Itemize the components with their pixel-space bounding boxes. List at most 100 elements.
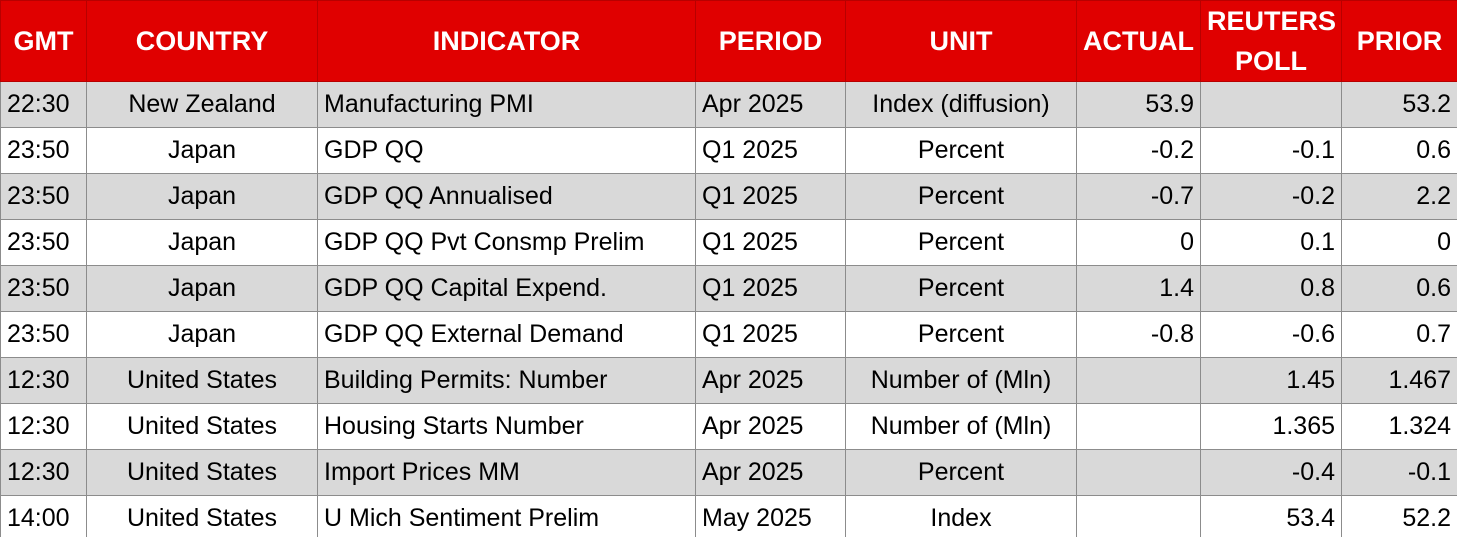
header-reuters-poll: REUTERS POLL: [1200, 0, 1342, 82]
header-gmt: GMT: [0, 0, 87, 82]
cell-actual: 53.9: [1076, 81, 1201, 128]
cell-actual: -0.8: [1076, 311, 1201, 358]
header-country: COUNTRY: [86, 0, 318, 82]
cell-gmt: 12:30: [0, 403, 87, 450]
cell-indicator: GDP QQ Capital Expend.: [317, 265, 696, 312]
table-row: 12:30 United States Housing Starts Number A…: [0, 403, 1457, 450]
cell-prior: 0.6: [1341, 265, 1457, 312]
cell-indicator: GDP QQ Pvt Consmp Prelim: [317, 219, 696, 266]
cell-reuters-poll: 1.45: [1200, 357, 1342, 404]
cell-prior: 52.2: [1341, 495, 1457, 537]
cell-unit: Percent: [845, 173, 1077, 220]
cell-unit: Percent: [845, 265, 1077, 312]
cell-gmt: 22:30: [0, 81, 87, 128]
cell-unit: Percent: [845, 219, 1077, 266]
header-unit: UNIT: [845, 0, 1077, 82]
cell-prior: 0.6: [1341, 127, 1457, 174]
cell-actual: -0.2: [1076, 127, 1201, 174]
cell-gmt: 12:30: [0, 449, 87, 496]
cell-prior: -0.1: [1341, 449, 1457, 496]
cell-actual: [1076, 495, 1201, 537]
cell-prior: 1.467: [1341, 357, 1457, 404]
cell-period: May 2025: [695, 495, 846, 537]
cell-gmt: 23:50: [0, 219, 87, 266]
cell-indicator: Building Permits: Number: [317, 357, 696, 404]
table-row: 23:50 Japan GDP QQ Capital Expend. Q1 2025 P…: [0, 265, 1457, 312]
table-row: 23:50 Japan GDP QQ Q1 2025 Percent -0.2 -0.1 0.…: [0, 127, 1457, 174]
cell-reuters-poll: 53.4: [1200, 495, 1342, 537]
table-row: 22:30 New Zealand Manufacturing PMI Apr 202…: [0, 81, 1457, 128]
cell-period: Apr 2025: [695, 357, 846, 404]
table-row: 23:50 Japan GDP QQ External Demand Q1 2025 P…: [0, 311, 1457, 358]
cell-reuters-poll: -0.1: [1200, 127, 1342, 174]
cell-gmt: 23:50: [0, 265, 87, 312]
cell-country: Japan: [86, 219, 318, 266]
cell-indicator: Import Prices MM: [317, 449, 696, 496]
header-row: GMT COUNTRY INDICATOR PERIOD UNIT ACTUAL…: [0, 0, 1457, 82]
cell-actual: [1076, 403, 1201, 450]
cell-unit: Percent: [845, 449, 1077, 496]
cell-country: United States: [86, 403, 318, 450]
cell-actual: 0: [1076, 219, 1201, 266]
cell-indicator: GDP QQ Annualised: [317, 173, 696, 220]
cell-actual: [1076, 449, 1201, 496]
table-body: 22:30 New Zealand Manufacturing PMI Apr 202…: [0, 81, 1457, 537]
cell-prior: 0: [1341, 219, 1457, 266]
cell-indicator: U Mich Sentiment Prelim: [317, 495, 696, 537]
cell-indicator: GDP QQ External Demand: [317, 311, 696, 358]
cell-gmt: 12:30: [0, 357, 87, 404]
cell-prior: 1.324: [1341, 403, 1457, 450]
header-indicator: INDICATOR: [317, 0, 696, 82]
cell-country: Japan: [86, 173, 318, 220]
cell-reuters-poll: 0.1: [1200, 219, 1342, 266]
cell-gmt: 23:50: [0, 173, 87, 220]
header-prior: PRIOR: [1341, 0, 1457, 82]
cell-unit: Number of (Mln): [845, 403, 1077, 450]
table-row: 12:30 United States Import Prices MM Apr 20…: [0, 449, 1457, 496]
cell-period: Apr 2025: [695, 403, 846, 450]
cell-prior: 2.2: [1341, 173, 1457, 220]
cell-gmt: 23:50: [0, 311, 87, 358]
cell-reuters-poll: 0.8: [1200, 265, 1342, 312]
cell-reuters-poll: [1200, 81, 1342, 128]
header-period: PERIOD: [695, 0, 846, 82]
cell-unit: Index (diffusion): [845, 81, 1077, 128]
cell-country: Japan: [86, 127, 318, 174]
table-row: 14:00 United States U Mich Sentiment Preli…: [0, 495, 1457, 537]
cell-country: New Zealand: [86, 81, 318, 128]
table-row: 12:30 United States Building Permits: Numb…: [0, 357, 1457, 404]
cell-reuters-poll: -0.2: [1200, 173, 1342, 220]
cell-country: United States: [86, 495, 318, 537]
cell-period: Q1 2025: [695, 219, 846, 266]
header-actual: ACTUAL: [1076, 0, 1201, 82]
cell-prior: 0.7: [1341, 311, 1457, 358]
cell-reuters-poll: 1.365: [1200, 403, 1342, 450]
cell-reuters-poll: -0.6: [1200, 311, 1342, 358]
cell-period: Q1 2025: [695, 173, 846, 220]
cell-period: Q1 2025: [695, 311, 846, 358]
cell-period: Apr 2025: [695, 449, 846, 496]
cell-unit: Index: [845, 495, 1077, 537]
cell-indicator: Housing Starts Number: [317, 403, 696, 450]
table-row: 23:50 Japan GDP QQ Pvt Consmp Prelim Q1 202…: [0, 219, 1457, 266]
cell-indicator: GDP QQ: [317, 127, 696, 174]
table-row: 23:50 Japan GDP QQ Annualised Q1 2025 Percen…: [0, 173, 1457, 220]
cell-reuters-poll: -0.4: [1200, 449, 1342, 496]
cell-actual: 1.4: [1076, 265, 1201, 312]
cell-unit: Percent: [845, 127, 1077, 174]
cell-actual: -0.7: [1076, 173, 1201, 220]
cell-prior: 53.2: [1341, 81, 1457, 128]
cell-period: Q1 2025: [695, 265, 846, 312]
cell-country: Japan: [86, 311, 318, 358]
cell-period: Apr 2025: [695, 81, 846, 128]
cell-period: Q1 2025: [695, 127, 846, 174]
cell-unit: Percent: [845, 311, 1077, 358]
cell-country: United States: [86, 449, 318, 496]
cell-unit: Number of (Mln): [845, 357, 1077, 404]
cell-actual: [1076, 357, 1201, 404]
cell-indicator: Manufacturing PMI: [317, 81, 696, 128]
cell-country: United States: [86, 357, 318, 404]
cell-gmt: 14:00: [0, 495, 87, 537]
cell-gmt: 23:50: [0, 127, 87, 174]
